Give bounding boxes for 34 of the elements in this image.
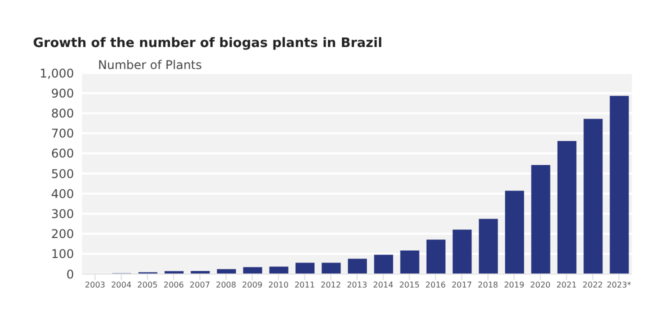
x-tick-label: 2007: [190, 280, 210, 290]
x-tick-label: 2011: [294, 280, 315, 290]
x-tick-label: 2021: [556, 280, 577, 290]
x-tick-label: 2003: [84, 280, 106, 290]
x-tick-label: 2016: [425, 280, 446, 290]
chart-title: Growth of the number of biogas plants in Brazil: [33, 36, 382, 51]
y-tick-label: 0: [66, 267, 74, 282]
x-tick-label: 2008: [216, 280, 236, 290]
x-tick-label: 2010: [268, 280, 289, 290]
y-tick-label: 400: [51, 186, 74, 201]
x-tick-label: 2023*: [606, 280, 632, 290]
x-tick-label: 2004: [111, 280, 132, 290]
x-tick-label: 2022: [582, 280, 603, 290]
x-tick-label: 2014: [373, 280, 394, 290]
x-tick-label: 2005: [137, 280, 158, 290]
x-tick-label: 2013: [346, 280, 368, 290]
y-tick-label: 700: [51, 126, 74, 141]
x-tick-label: 2020: [530, 280, 551, 290]
x-tick-label: 2012: [320, 280, 341, 290]
y-tick-label: 600: [51, 146, 74, 161]
x-tick-label: 2019: [504, 280, 524, 290]
y-tick-label: 100: [51, 247, 74, 262]
y-tick-label: 200: [51, 227, 74, 242]
x-tick-label: 2006: [163, 280, 184, 290]
y-tick-label: 800: [51, 106, 74, 120]
y-axis-title: Number of Plants: [98, 58, 202, 72]
x-tick-label: 2015: [399, 280, 420, 290]
x-tick-label: 2017: [452, 280, 472, 290]
y-tick-label: 500: [51, 166, 74, 181]
y-tick-label: 900: [51, 86, 74, 100]
x-tick-label: 2009: [242, 280, 262, 290]
x-tick-label: 2018: [478, 280, 498, 290]
y-tick-label: 1,000: [40, 66, 74, 80]
y-tick-label: 300: [51, 206, 74, 221]
